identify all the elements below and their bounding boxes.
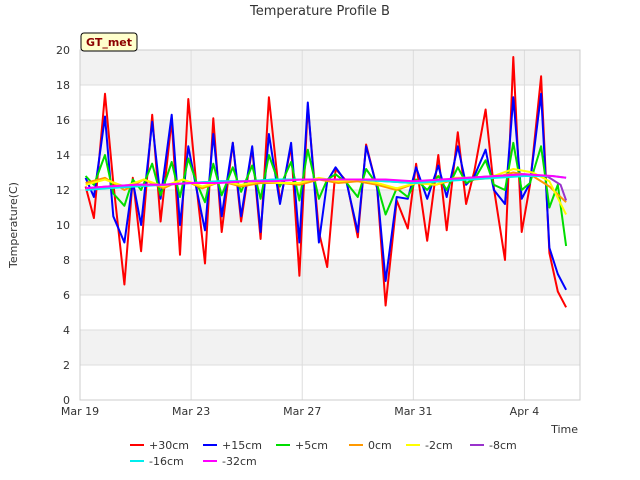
x-axis-ticks: Mar 19 Mar 23 Mar 27 Mar 31 Apr 4 — [61, 405, 539, 418]
annotation-text: GT_met — [86, 36, 132, 49]
y-tick-label: 18 — [56, 79, 70, 92]
y-tick-label: 20 — [56, 44, 70, 57]
x-tick-label: Mar 23 — [172, 405, 210, 418]
legend-label: +15cm — [222, 439, 262, 452]
x-tick-label: Mar 31 — [394, 405, 432, 418]
x-tick-label: Mar 27 — [283, 405, 321, 418]
legend: +30cm +15cm +5cm 0cm -2cm -8cm -16cm -32cm — [130, 439, 517, 468]
legend-label: +5cm — [295, 439, 328, 452]
y-tick-label: 8 — [63, 254, 70, 267]
y-tick-label: 4 — [63, 324, 70, 337]
plot-band — [80, 50, 580, 85]
plot-frame — [79, 49, 581, 401]
y-axis-ticks: 0 2 4 6 8 10 12 14 16 18 20 — [56, 44, 70, 407]
legend-label: -16cm — [149, 455, 184, 468]
series-line — [85, 173, 567, 190]
series-layer — [84, 56, 568, 308]
series-line — [84, 56, 567, 308]
x-axis-label: Time — [550, 423, 578, 436]
annotation-box — [80, 32, 138, 52]
y-axis-label: Temperature(C) — [7, 182, 20, 269]
y-tick-label: 10 — [56, 219, 70, 232]
plot-band — [80, 295, 580, 330]
x-tick-label: Apr 4 — [510, 405, 540, 418]
y-tick-label: 12 — [56, 184, 70, 197]
legend-label: 0cm — [368, 439, 392, 452]
y-tick-label: 2 — [63, 359, 70, 372]
legend-label: -32cm — [222, 455, 257, 468]
y-tick-label: 6 — [63, 289, 70, 302]
x-tick-label: Mar 19 — [61, 405, 99, 418]
series-line — [84, 141, 568, 247]
plot-band — [80, 85, 580, 120]
y-tick-label: 14 — [56, 149, 70, 162]
plot-band — [80, 260, 580, 295]
y-tick-label: 0 — [63, 394, 70, 407]
chart-title: Temperature Profile B — [249, 4, 390, 19]
gt-met-annotation: GT_met — [80, 32, 138, 52]
plot-band — [80, 120, 580, 155]
plot-band — [80, 365, 580, 400]
y-tick-label: 16 — [56, 114, 70, 127]
legend-label: -2cm — [425, 439, 453, 452]
plot-band — [80, 330, 580, 365]
legend-label: +30cm — [149, 439, 189, 452]
legend-label: -8cm — [489, 439, 517, 452]
